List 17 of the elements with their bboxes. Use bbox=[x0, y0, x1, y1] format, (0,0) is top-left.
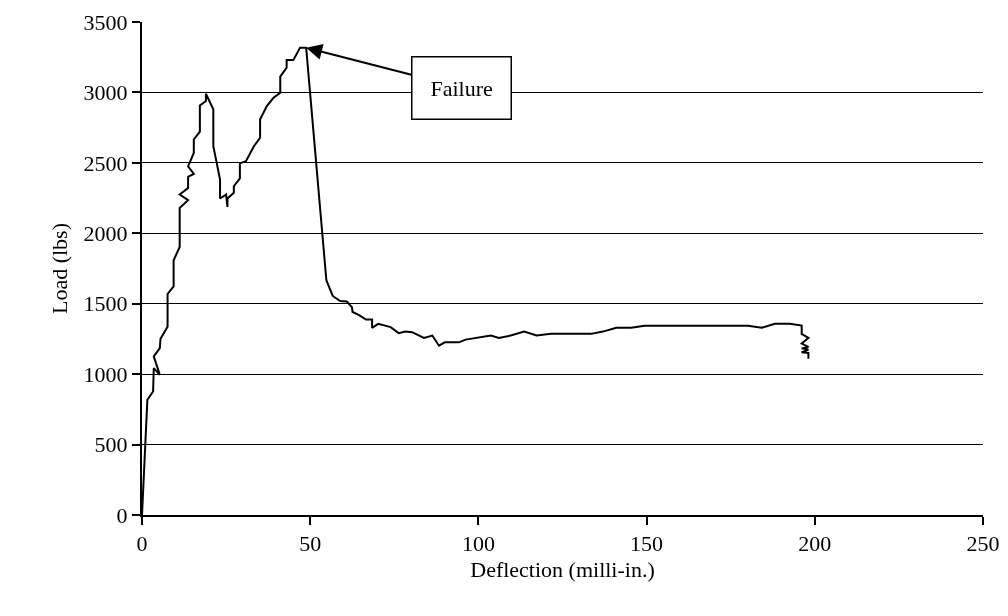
y-axis-title: Load (lbs) bbox=[46, 222, 72, 315]
x-tick-label: 100 bbox=[461, 531, 495, 557]
y-tick-label: 500 bbox=[94, 432, 128, 458]
x-tick-label: 200 bbox=[798, 531, 832, 557]
y-tick-label: 1000 bbox=[83, 361, 128, 387]
x-tick-label: 250 bbox=[966, 531, 1000, 557]
x-axis-title: Deflection (milli-in.) bbox=[470, 556, 655, 582]
y-tick-label: 2500 bbox=[83, 150, 128, 176]
y-tick-label: 3000 bbox=[83, 80, 128, 106]
y-tick-label: 3500 bbox=[83, 9, 128, 35]
y-tick-label: 1500 bbox=[83, 291, 128, 317]
y-tick-label: 2000 bbox=[83, 220, 128, 246]
x-tick-label: 50 bbox=[299, 531, 322, 557]
annotation: Failure bbox=[430, 75, 493, 101]
x-tick-label: 150 bbox=[630, 531, 664, 557]
x-tick-label: 0 bbox=[136, 531, 148, 557]
y-tick-label: 0 bbox=[116, 502, 128, 528]
